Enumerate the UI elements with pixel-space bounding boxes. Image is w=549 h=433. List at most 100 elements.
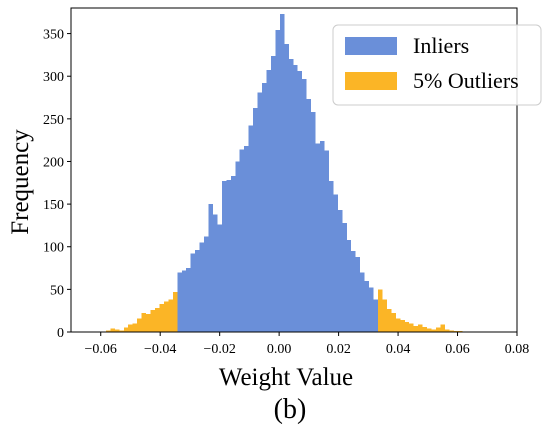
outlier-bar [137,318,142,332]
inlier-bar [266,70,271,333]
inlier-bar [346,239,352,332]
outlier-bar [444,329,450,332]
outlier-bar [150,309,155,332]
inlier-bar [315,143,321,332]
x-tick-label: 0.04 [386,342,411,357]
legend-swatch [345,37,397,55]
outlier-bar [114,329,120,332]
outlier-bar [395,318,401,332]
outlier-bar [378,289,383,332]
inlier-bar [369,287,374,332]
outlier-bar [413,326,419,332]
outlier-bar [168,299,173,332]
outlier-bar [141,313,147,332]
inlier-bar [244,146,249,332]
y-tick-label: 100 [43,241,64,256]
inlier-bar [257,92,263,332]
inlier-bar [177,272,182,332]
y-tick-label: 150 [43,198,64,213]
inlier-bar [195,250,200,332]
x-tick-label: −0.04 [144,342,176,357]
y-axis-title: Frequency [7,129,34,235]
inlier-bar [235,161,240,332]
y-tick-label: 350 [43,28,64,43]
inlier-bar [212,214,218,332]
x-tick-label: −0.02 [203,342,235,357]
figure-caption: (b) [274,394,307,425]
inlier-bar [199,242,205,332]
inlier-bar [217,224,222,332]
x-tick-label: 0.00 [267,342,292,357]
outlier-bar [435,327,441,332]
y-tick-label: 50 [50,283,64,298]
inlier-bar [288,59,294,332]
inlier-bar [190,253,196,332]
inlier-bar [221,181,227,332]
inlier-bar [306,99,312,332]
outlier-bar [386,308,392,332]
inlier-bar [328,181,334,332]
inlier-bar [208,204,213,332]
outlier-bar [382,299,387,332]
inlier-bar [333,194,338,332]
axes-layer: −0.06 −0.04 −0.02 0.00 0.02 0.04 0.06 0.08 0 50 10… [43,7,529,357]
inlier-bar [364,280,370,332]
inlier-bar [293,65,298,332]
inlier-bar [297,71,303,332]
inlier-bar [270,55,276,332]
inlier-bar [186,268,191,332]
inlier-bar [226,180,231,332]
outlier-bar [155,308,160,332]
outlier-bar [418,324,423,332]
y-tick-label: 0 [57,326,64,341]
outlier-bar [422,326,428,332]
bars-layer [105,13,463,333]
x-tick-label: −0.06 [85,342,117,357]
outlier-bar [427,328,432,332]
inlier-bar [351,251,356,332]
inlier-bar [373,299,378,332]
inlier-bar [248,125,254,332]
y-tick-label: 300 [43,70,64,85]
outlier-bar [404,321,410,332]
inlier-bar [275,30,280,332]
x-axis-title: Weight Value [219,364,353,391]
inlier-bar [302,78,307,333]
legend: Inliers 5% Outliers [332,24,542,106]
y-tick-label: 200 [43,155,64,170]
x-tick-label: 0.02 [326,342,351,357]
plot-frame [70,7,518,333]
outlier-bar [123,327,129,332]
inlier-bar [311,112,316,333]
outlier-bar [163,301,169,332]
inlier-bar [279,13,285,332]
x-tick-label: 0.06 [445,342,470,357]
outlier-bar [391,313,396,332]
inlier-bar [337,210,343,332]
outlier-bar [132,323,138,332]
inlier-bar [360,272,365,332]
outlier-bar [128,324,133,332]
inlier-bar [355,256,361,332]
outlier-bar [119,330,124,332]
outlier-bar [172,291,178,332]
outlier-bar [105,330,111,332]
inlier-bar [230,175,236,332]
outlier-bar [449,330,454,332]
outlier-bar [431,329,436,332]
inlier-bar [342,222,347,332]
inlier-bar [262,83,267,332]
inlier-bar [324,150,329,332]
legend-label: Inliers [413,33,469,58]
inlier-bar [204,236,209,332]
outlier-bar [110,328,115,332]
inlier-bar [253,107,258,332]
inlier-bar [181,270,187,332]
legend-label: 5% Outliers [413,68,519,93]
inlier-bar [320,141,325,332]
outlier-bar [146,314,151,332]
outlier-bar [409,323,414,332]
y-tick-label: 250 [43,113,64,128]
inlier-bar [239,149,245,332]
